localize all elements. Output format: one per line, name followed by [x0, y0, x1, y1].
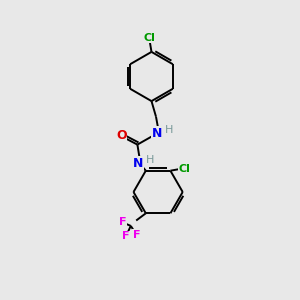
Text: F: F: [118, 217, 126, 227]
Text: N: N: [133, 157, 143, 170]
Text: F: F: [122, 231, 130, 241]
Text: H: H: [164, 124, 173, 135]
Text: N: N: [152, 127, 162, 140]
Text: Cl: Cl: [143, 33, 155, 43]
Text: H: H: [146, 155, 154, 165]
Text: F: F: [133, 230, 140, 240]
Text: Cl: Cl: [178, 164, 190, 174]
Text: O: O: [116, 129, 127, 142]
